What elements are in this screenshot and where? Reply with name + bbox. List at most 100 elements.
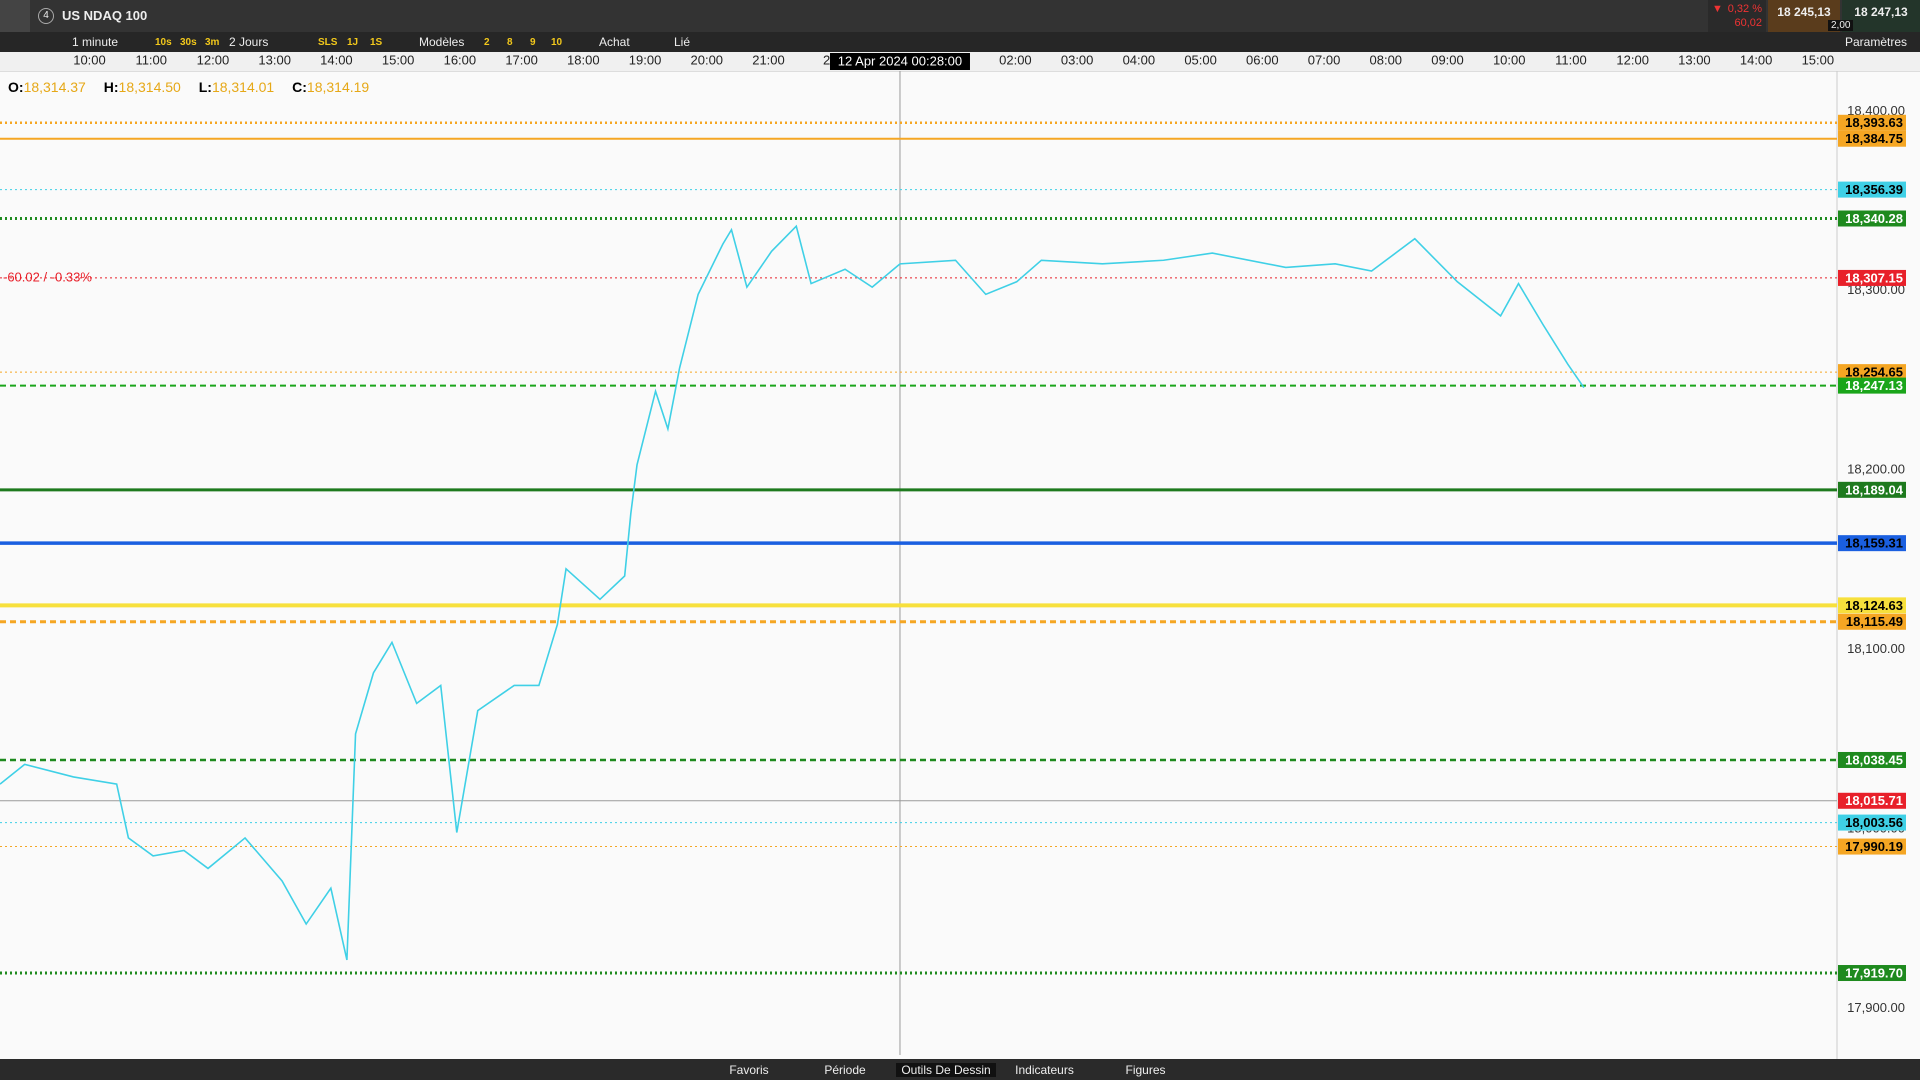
x-tick-label: 15:00 [1802,52,1835,67]
price-label: 18,124.63 [1845,598,1903,613]
buy-price[interactable]: 18 247,13 [1842,0,1920,32]
price-label-bg [1838,814,1906,831]
spread: 2,00 [1828,20,1854,31]
ohlc-value: 18,314.37 [23,79,86,95]
x-tick-label: 19:00 [629,52,662,67]
tab[interactable]: Indicateurs [1015,1063,1074,1077]
template-slot[interactable]: 8 [507,37,513,48]
tab[interactable]: Outils De Dessin [896,1063,996,1077]
templates[interactable]: Modèles [419,35,465,49]
toolbar: 1 minute 10s 30s 3m 2 Jours SLS 1J 1S Mo… [0,32,1920,52]
quick-range[interactable]: 1S [370,37,383,48]
top-bar: 4 US NDAQ 100 ▼ 0,32 % 60,02 18 245,13 1… [0,0,1920,32]
change-annotation: -60.02 / -0.33% [3,269,92,284]
price-label: 18,340.28 [1845,211,1903,226]
price-label: 18,003.56 [1845,815,1903,830]
price-label-bg [1838,535,1906,552]
x-tick-label: 20:00 [691,52,724,67]
change-pts: 60,02 [1734,17,1762,29]
quick-range[interactable]: SLS [318,37,338,48]
x-tick-label: 11:00 [1555,52,1587,67]
x-tick-label: 14:00 [320,52,353,67]
price-label: 18,038.45 [1845,752,1903,767]
x-tick-label: 18:00 [567,52,600,67]
price-label: 18,393.63 [1845,115,1903,130]
bottom-bar: Favoris Période Outils De Dessin Indicat… [0,1059,1920,1080]
ohlc: O:18,314.37 H:18,314.50 L:18,314.01 C:18… [8,79,369,95]
tab[interactable]: Figures [1125,1063,1166,1077]
price-label-bg [1838,838,1906,855]
price-label: 18,356.39 [1845,182,1903,197]
price-label: 18,247.13 [1845,378,1903,393]
crosshair-y-label-bg [1838,792,1906,809]
price-label: 18,189.04 [1845,482,1904,497]
x-tick-label: 06:00 [1246,52,1279,67]
price-label: 18,254.65 [1845,365,1903,380]
quick-range[interactable]: 1J [347,37,359,48]
x-tick-label: 09:00 [1431,52,1464,67]
x-tick-label: 10:00 [73,52,106,67]
ohlc-value: 18,314.50 [118,79,181,95]
menu-button[interactable] [0,0,30,32]
price-label: 18,307.15 [1845,270,1903,285]
x-tick-label: 02:00 [999,52,1032,67]
price-label-bg [1838,269,1906,286]
down-icon: ▼ [1712,3,1723,15]
quick-interval[interactable]: 10s [155,37,172,48]
x-tick-label: 07:00 [1308,52,1341,67]
x-tick-label: 05:00 [1184,52,1217,67]
ohlc-label: C: [292,79,307,95]
price-label-bg [1838,114,1906,131]
x-tick-label: 17:00 [505,52,538,67]
y-tick-label: 18,300.00 [1847,282,1905,297]
change-box: ▼ 0,32 % 60,02 [1708,0,1766,32]
price-label-bg [1838,613,1906,630]
tab[interactable]: Période [824,1063,866,1077]
price-label-bg [1838,965,1906,982]
price-label: 18,115.49 [1846,614,1903,629]
price-line [0,224,1585,961]
ohlc-value: 18,314.19 [306,79,370,95]
crosshair-y-label: 18,015.71 [1845,793,1903,808]
y-tick-label: 18,100.00 [1847,641,1905,656]
template-slot[interactable]: 9 [530,37,536,48]
price-label-bg [1838,597,1906,614]
crosshair-x-label: 12 Apr 2024 00:28:00 [838,53,962,68]
ohlc-label: H: [103,79,119,95]
y-tick-label: 18,400.00 [1847,103,1905,118]
price-label: 18,159.31 [1845,536,1903,551]
x-tick-label: 11:00 [135,52,167,67]
x-tick-label: 04:00 [1123,52,1156,67]
ohlc-label: L: [198,79,212,95]
price-label: 17,990.19 [1845,839,1903,854]
x-tick-label: 10:00 [1493,52,1526,67]
x-tick-label: 08:00 [1370,52,1403,67]
range[interactable]: 2 Jours [229,35,269,49]
quick-interval[interactable]: 3m [205,37,220,48]
linked[interactable]: Lié [674,35,691,49]
x-tick-label: 03:00 [1061,52,1094,67]
x-tick-label: 16:00 [444,52,477,67]
y-tick-label: 18,200.00 [1847,462,1905,477]
ohlc-value: 18,314.01 [211,79,275,95]
x-tick-label: 15:00 [382,52,415,67]
template-slot[interactable]: 10 [551,37,563,48]
y-tick-label: 17,900.00 [1847,1000,1905,1015]
buy-button[interactable]: Achat [599,35,630,49]
template-slot[interactable]: 2 [484,37,490,48]
price-label-bg [1838,751,1906,768]
instrument-name[interactable]: US NDAQ 100 [62,8,148,23]
x-tick-label: 14:00 [1740,52,1773,67]
change-pct: 0,32 % [1727,3,1762,15]
price-label: 18,384.75 [1845,131,1903,146]
quick-interval[interactable]: 30s [180,37,197,48]
tab[interactable]: Favoris [729,1063,769,1077]
price-label-bg [1838,130,1906,147]
settings[interactable]: Paramètres [1845,35,1908,49]
price-label-bg [1838,181,1906,198]
price-label-bg [1838,377,1906,394]
interval[interactable]: 1 minute [72,35,119,49]
x-tick-label: 12:00 [197,52,230,67]
